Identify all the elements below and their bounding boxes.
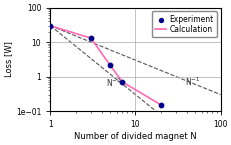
Legend: Experiment, Calculation: Experiment, Calculation (151, 11, 216, 37)
Y-axis label: Loss [W]: Loss [W] (4, 41, 13, 77)
Text: N$^{-1}$: N$^{-1}$ (184, 75, 199, 88)
Calculation (108, 64, 111, 66)
Line: Calculation: Calculation (50, 26, 160, 105)
Experiment (120, 81, 124, 83)
Calculation (49, 25, 52, 27)
Experiment (158, 104, 162, 106)
Calculation (120, 81, 123, 83)
Calculation (159, 104, 162, 106)
Experiment (48, 25, 52, 27)
Calculation (89, 37, 92, 39)
Experiment (89, 37, 92, 39)
Experiment (107, 64, 111, 66)
Text: N$^{-2}$: N$^{-2}$ (106, 77, 121, 89)
X-axis label: Number of divided magnet N: Number of divided magnet N (74, 132, 196, 141)
